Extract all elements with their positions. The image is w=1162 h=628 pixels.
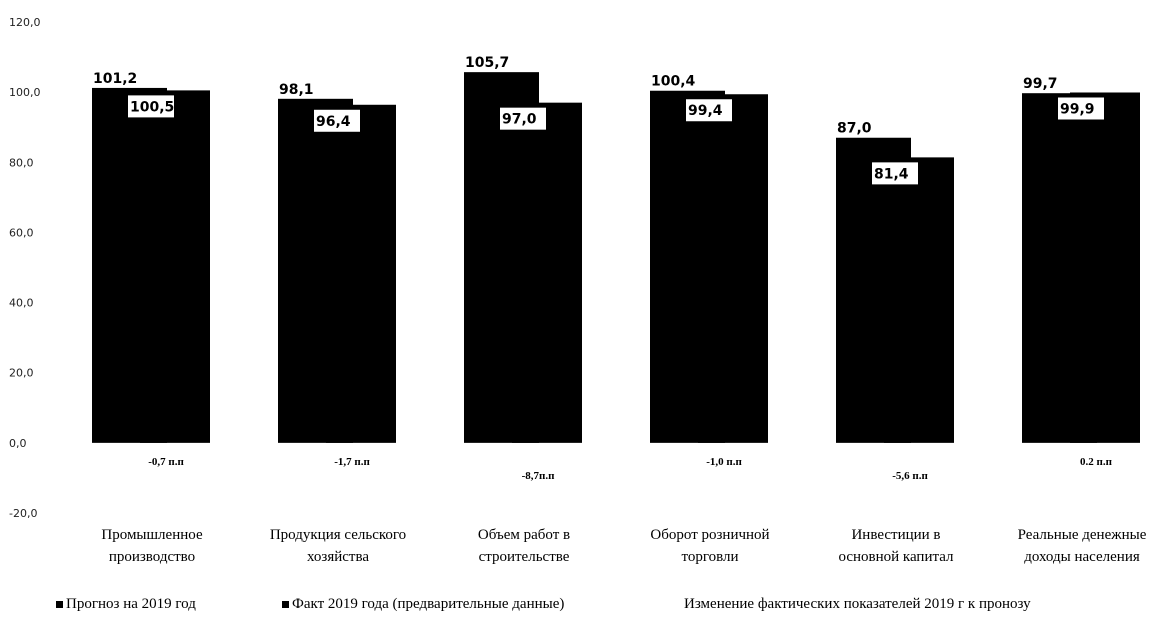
bar-fact <box>884 157 954 443</box>
legend-item-fact: Факт 2019 года (предварительные данные) <box>282 596 564 613</box>
category-label: строительстве <box>479 549 570 565</box>
category-label: Реальные денежные <box>1018 527 1147 543</box>
change-annotation: -0,7 п.п <box>148 456 184 468</box>
data-label-fact: 100,5 <box>130 99 174 115</box>
category-label: Промышленное <box>101 527 203 543</box>
y-tick-label: 100,0 <box>9 86 41 99</box>
category-label: Инвестиции в <box>851 527 940 543</box>
category-label: основной капитал <box>838 549 954 565</box>
change-annotation: -8,7п.п <box>522 470 556 482</box>
legend-item-change: Изменение фактических показателей 2019 г… <box>684 596 1031 613</box>
data-label-forecast: 100,4 <box>651 74 696 90</box>
y-tick-label: -20,0 <box>9 507 37 520</box>
category-label: Объем работ в <box>478 527 570 543</box>
bar-fact <box>512 102 582 443</box>
data-label-fact: 99,4 <box>688 103 723 119</box>
data-label-fact: 97,0 <box>502 112 537 128</box>
data-label-box <box>314 109 360 132</box>
data-label-fact: 96,4 <box>316 114 351 130</box>
data-label-box <box>128 95 174 118</box>
change-annotation: 0.2 п.п <box>1080 456 1113 468</box>
legend-swatch-forecast <box>56 601 63 608</box>
data-label-forecast: 105,7 <box>465 55 509 71</box>
data-label-forecast: 99,7 <box>1023 76 1058 92</box>
data-label-fact: 81,4 <box>874 166 909 182</box>
data-label-forecast: 98,1 <box>279 82 314 98</box>
legend-item-forecast: Прогноз на 2019 год <box>56 596 196 613</box>
y-tick-label: 0,0 <box>9 437 27 450</box>
category-label: доходы населения <box>1024 549 1140 565</box>
data-label-forecast: 87,0 <box>837 121 872 137</box>
legend: Прогноз на 2019 год Факт 2019 года (пред… <box>0 596 1162 620</box>
change-annotation: -1,0 п.п <box>706 456 742 468</box>
data-label-box <box>1058 97 1104 120</box>
bar-fact <box>140 90 210 443</box>
data-label-box <box>872 162 918 185</box>
legend-label-fact: Факт 2019 года (предварительные данные) <box>292 596 565 612</box>
category-label: хозяйства <box>307 549 369 565</box>
change-annotation: -1,7 п.п <box>334 456 370 468</box>
legend-swatch-fact <box>282 601 289 608</box>
data-label-forecast: 101,2 <box>93 71 137 87</box>
category-label: торговли <box>681 549 738 565</box>
bar-fact <box>1070 92 1140 443</box>
legend-label-forecast: Прогноз на 2019 год <box>66 596 196 612</box>
category-label: производство <box>109 549 195 565</box>
legend-label-change: Изменение фактических показателей 2019 г… <box>684 596 1031 612</box>
data-label-fact: 99,9 <box>1060 101 1095 117</box>
y-tick-label: 60,0 <box>9 226 34 239</box>
category-label: Продукция сельского <box>270 527 406 543</box>
y-tick-label: 120,0 <box>9 16 41 29</box>
category-label: Оборот розничной <box>650 527 769 543</box>
y-tick-label: 40,0 <box>9 297 34 310</box>
change-annotation: -5,6 п.п <box>892 470 928 482</box>
data-label-box <box>686 99 732 122</box>
bar-fact <box>698 94 768 443</box>
y-tick-label: 20,0 <box>9 367 34 380</box>
bar-fact <box>326 104 396 443</box>
y-tick-label: 80,0 <box>9 156 34 169</box>
data-label-box <box>500 107 546 130</box>
